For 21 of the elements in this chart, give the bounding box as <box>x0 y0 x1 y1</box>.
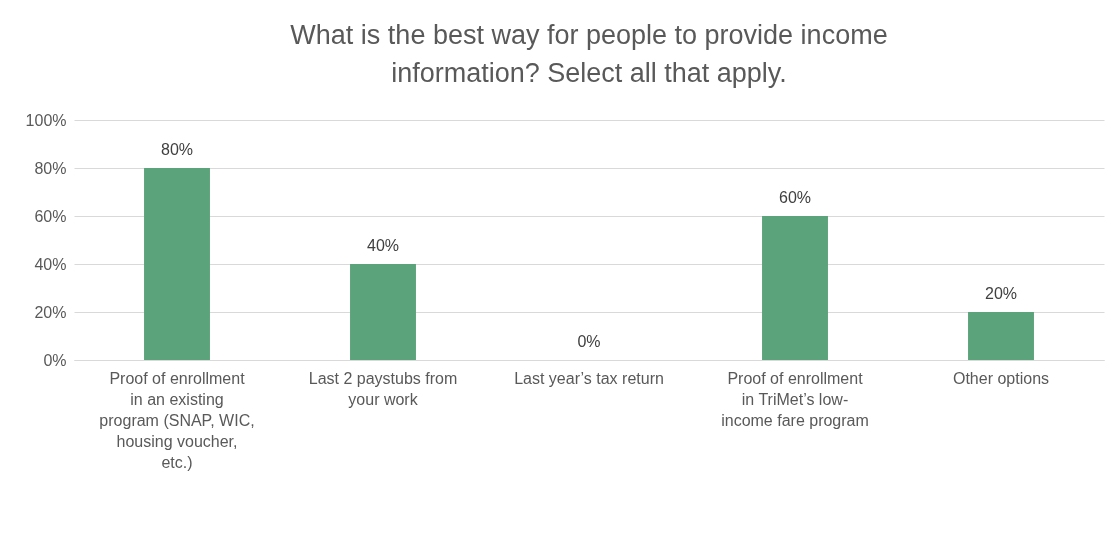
y-tick-label: 0% <box>43 351 67 369</box>
x-tick-label: Proof of enrollment in an existing program (SNAP, WIC, housing voucher, etc.) <box>99 369 255 471</box>
data-label: 0% <box>577 333 601 350</box>
y-tick-label: 80% <box>34 159 67 177</box>
y-tick-label: 20% <box>34 303 67 321</box>
x-tick-label: Proof of enrollment in TriMet’s low-income fare program <box>721 369 869 429</box>
data-label: 40% <box>366 237 400 254</box>
bar <box>350 264 416 360</box>
y-tick-label: 100% <box>25 111 67 129</box>
data-label: 80% <box>160 141 194 158</box>
y-tick-label: 40% <box>34 255 67 273</box>
data-label: 20% <box>984 285 1018 302</box>
x-tick-label: Last 2 paystubs from your work <box>308 369 458 408</box>
bar <box>144 168 210 360</box>
x-tick-label: Last year’s tax return <box>514 369 664 387</box>
x-tick-label: Other options <box>952 369 1050 387</box>
data-label: 60% <box>778 189 812 206</box>
y-tick-label: 60% <box>34 207 67 225</box>
chart-title: What is the best way for people to provide income information? Select all that apply. <box>290 20 888 88</box>
bar <box>762 216 828 360</box>
bar <box>968 312 1034 360</box>
